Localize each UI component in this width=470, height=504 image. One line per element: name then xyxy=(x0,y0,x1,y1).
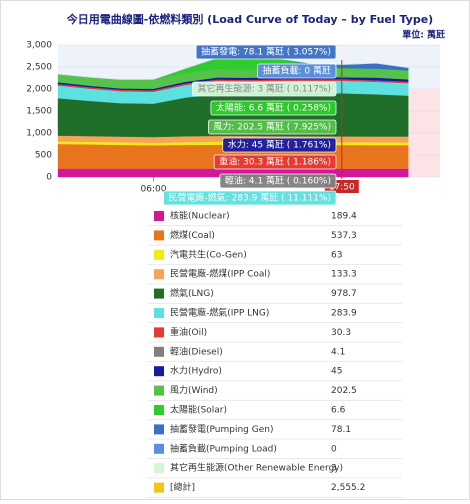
y-tick-label: 3,000 xyxy=(26,41,52,51)
tooltip-label: 民營電廠-燃氣: 283.9 萬瓩 ( 11.111%) xyxy=(168,192,331,204)
legend-swatch xyxy=(154,366,164,377)
plot-shade xyxy=(405,90,440,177)
legend-label: 民營電廠-燃煤(IPP Coal) xyxy=(170,268,270,280)
legend-swatch xyxy=(154,346,164,357)
legend-swatch xyxy=(154,308,164,318)
y-tick-label: 500 xyxy=(35,151,52,161)
legend-value: 189.4 xyxy=(331,212,357,222)
tooltip-box xyxy=(219,173,337,189)
tooltip-label: 抽蓄負載: 0 萬瓩 xyxy=(263,65,331,77)
legend-swatch xyxy=(154,327,164,338)
tooltip-box xyxy=(208,119,337,135)
tooltip-label: 其它再生能源: 3 萬瓩 ( 0.117%) xyxy=(197,83,331,95)
legend-value: 202.5 xyxy=(331,386,357,396)
tooltip-label: 輕油: 4.1 萬瓩 ( 0.160%) xyxy=(225,175,331,187)
legend-label: 汽電共生(Co-Gen) xyxy=(170,248,247,260)
legend-label: 燃氣(LNG) xyxy=(170,287,214,299)
tooltip-box xyxy=(195,44,337,60)
legend-swatch xyxy=(154,482,164,493)
legend-swatch xyxy=(154,405,164,415)
tooltip-box xyxy=(222,137,337,153)
legend-value: 2,555.2 xyxy=(331,483,365,493)
legend-value: 978.7 xyxy=(331,289,357,299)
legend-value: 0 xyxy=(331,444,337,454)
legend-swatch xyxy=(154,424,164,435)
legend-swatch xyxy=(154,385,164,396)
legend-label: 燃煤(Coal) xyxy=(170,229,215,241)
legend-label: 重油(Oil) xyxy=(170,326,207,338)
legend-label: 核能(Nuclear) xyxy=(170,210,230,222)
chart-title: 今日用電曲線圖-依燃料類別 (Load Curve of Today – by … xyxy=(66,12,433,26)
tooltip-box xyxy=(192,81,337,97)
x-tick-label: 06:00 xyxy=(141,185,167,195)
legend-label: 抽蓄發電(Pumping Gen) xyxy=(170,423,273,435)
legend-swatch xyxy=(154,443,164,454)
legend-label: 民營電廠-燃氣(IPP LNG) xyxy=(170,307,269,319)
unit-label: 單位: 萬瓩 xyxy=(402,29,445,41)
legend-label: 抽蓄負載(Pumping Load) xyxy=(170,442,277,454)
legend-swatch xyxy=(154,211,164,221)
area xyxy=(57,55,409,80)
tooltip-box xyxy=(163,190,337,206)
legend-value: 63 xyxy=(331,250,342,260)
legend-swatch xyxy=(154,249,164,260)
legend-value: 78.1 xyxy=(331,425,351,435)
tooltip-label: 重油: 30.3 萬瓩 ( 1.186%) xyxy=(219,156,331,168)
legend-value: 6.6 xyxy=(331,406,346,416)
legend-swatch xyxy=(154,288,164,299)
legend-label: 水力(Hydro) xyxy=(170,365,222,377)
y-tick-label: 2,500 xyxy=(26,63,52,73)
tooltip-box xyxy=(257,63,337,79)
tooltip-label: 抽蓄發電: 78.1 萬瓩 ( 3.057%) xyxy=(201,46,331,58)
legend-value: 133.3 xyxy=(331,270,357,280)
tooltip-box xyxy=(213,154,337,170)
tooltip-label: 風力: 202.5 萬瓩 ( 7.925%) xyxy=(213,121,331,133)
y-tick-label: 1,500 xyxy=(26,107,52,117)
tooltip-label: 水力: 45 萬瓩 ( 1.761%) xyxy=(228,139,331,151)
legend-swatch xyxy=(154,230,164,241)
y-tick-label: 0 xyxy=(46,173,52,183)
legend-label: 太陽能(Solar) xyxy=(170,404,227,416)
y-tick-label: 2,000 xyxy=(26,85,52,95)
current-label: 17:50 xyxy=(329,183,355,193)
legend-value: 3 xyxy=(331,464,337,474)
legend-label: 風力(Wind) xyxy=(170,384,218,396)
tooltip-box xyxy=(210,100,337,116)
legend-label: 其它再生能源(Other Renewable Energy) xyxy=(170,462,343,474)
tooltip-label: 太陽能: 6.6 萬瓩 ( 0.258%) xyxy=(216,102,331,114)
legend-swatch xyxy=(154,463,164,474)
legend-value: 283.9 xyxy=(331,309,357,319)
legend-value: 45 xyxy=(331,367,342,377)
legend-value: 537.3 xyxy=(331,231,357,241)
legend-value: 30.3 xyxy=(331,328,351,338)
legend-swatch xyxy=(154,269,164,280)
legend-value: 4.1 xyxy=(331,347,345,357)
legend-label: [總計] xyxy=(170,481,195,493)
y-tick-label: 1,000 xyxy=(26,129,52,139)
legend-label: 輕油(Diesel) xyxy=(170,345,223,357)
